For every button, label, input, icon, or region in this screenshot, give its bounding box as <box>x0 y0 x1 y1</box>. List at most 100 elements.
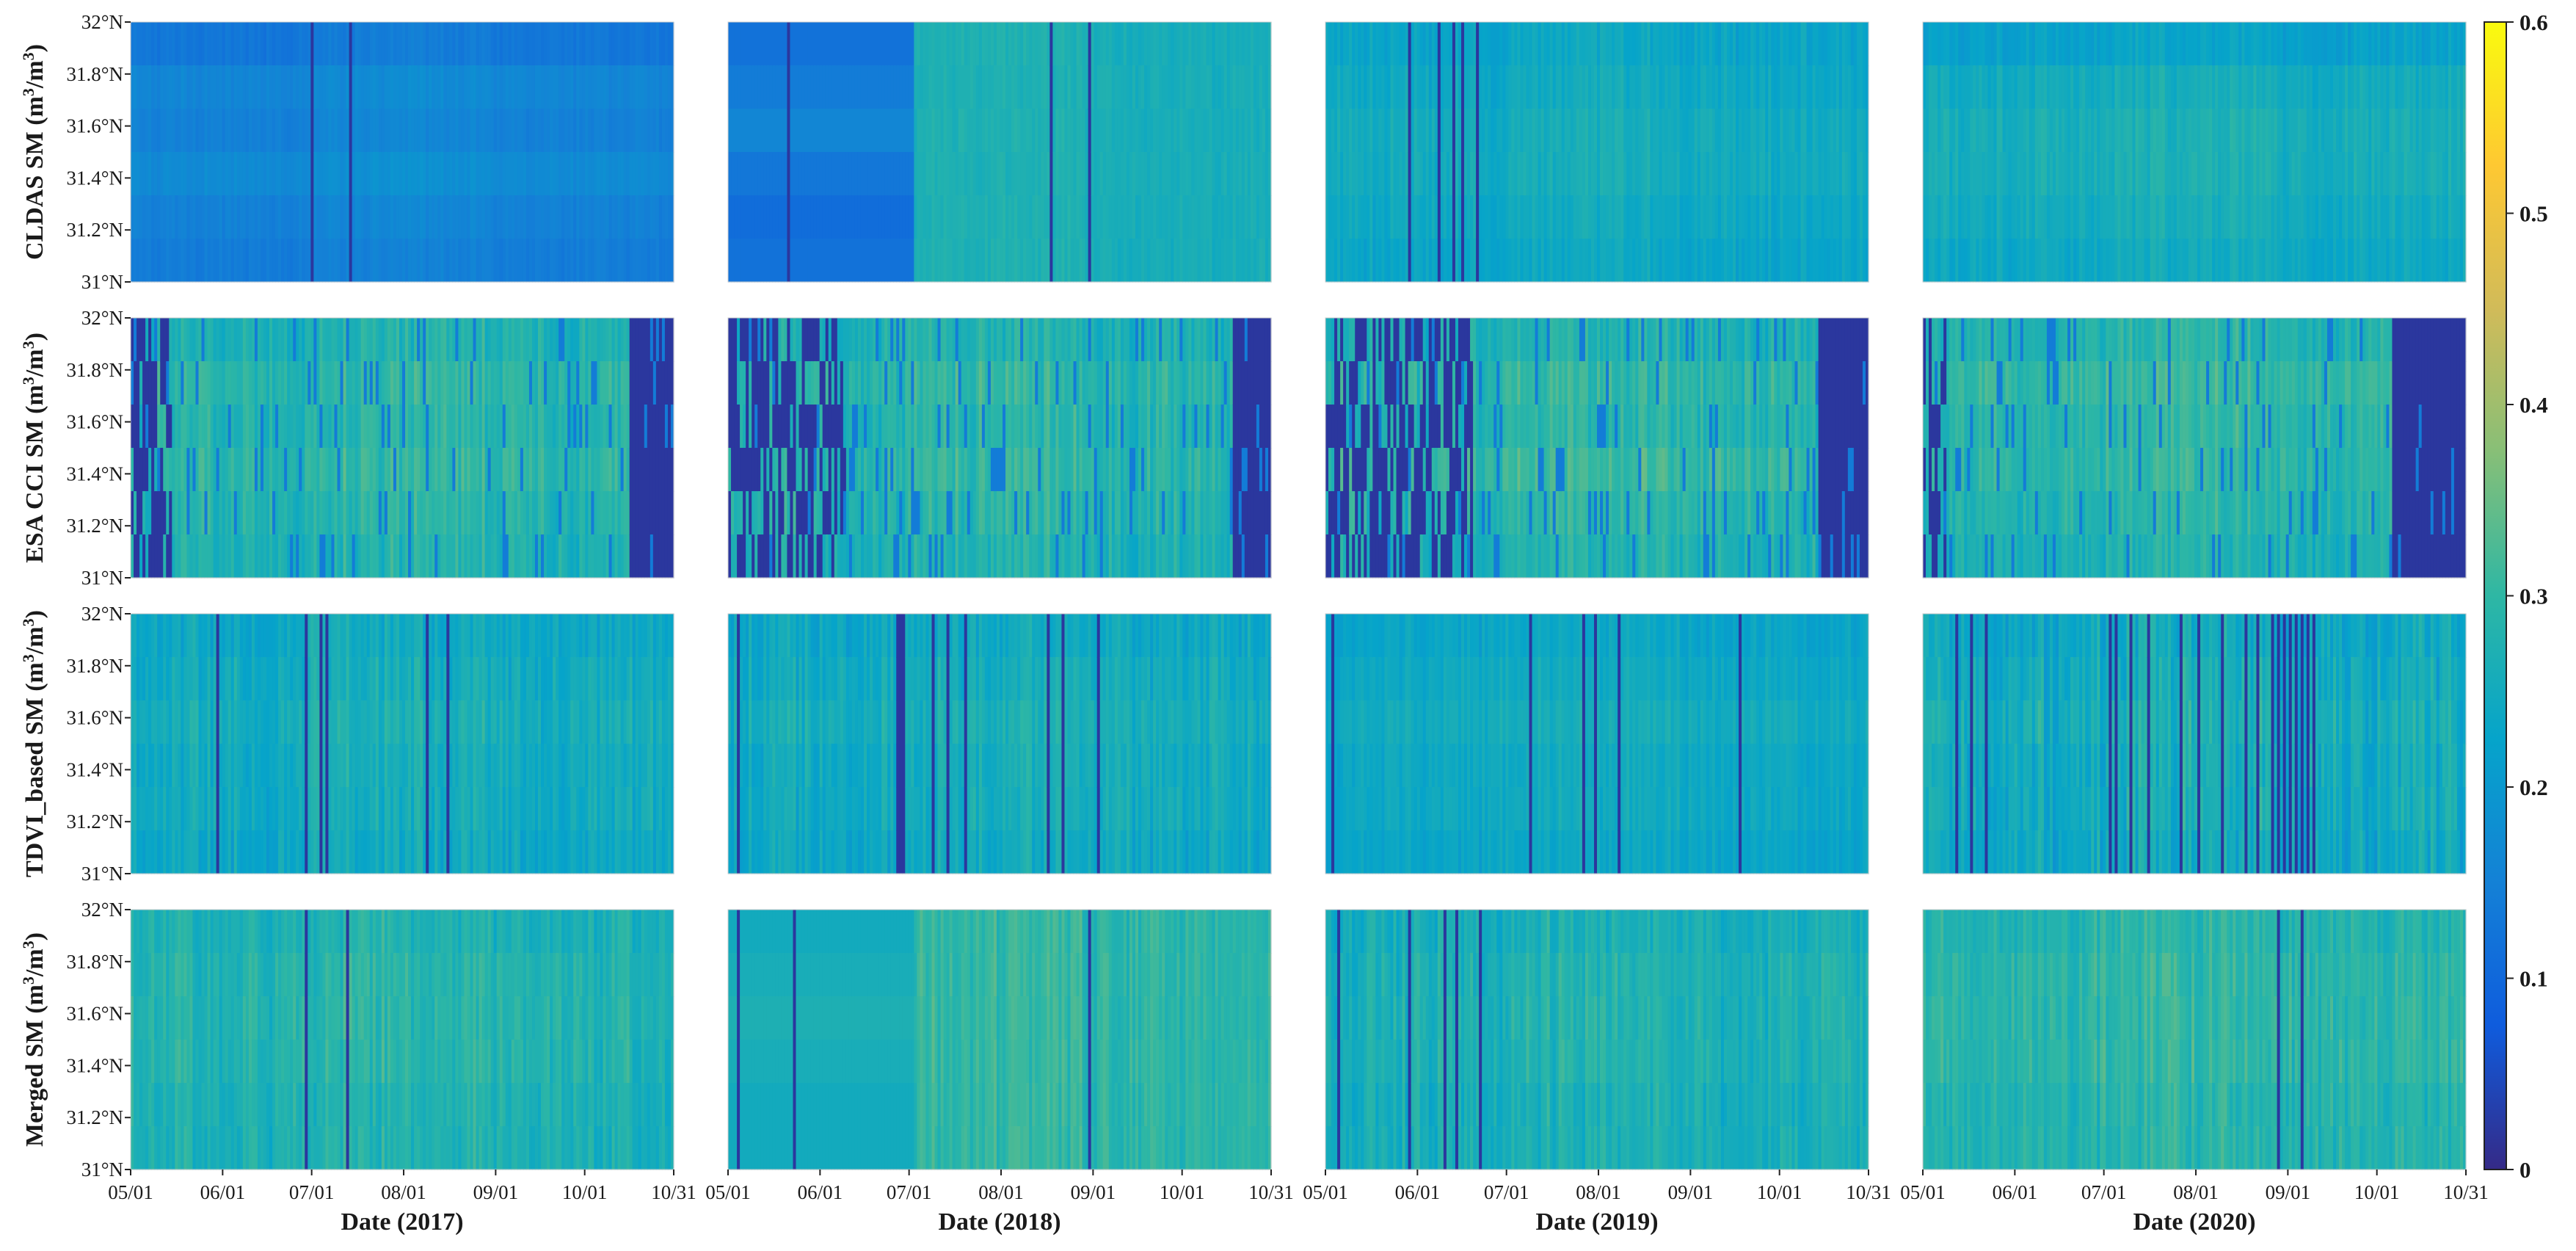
heat-cell <box>1253 109 1257 153</box>
heat-cell <box>2182 65 2186 109</box>
heat-cell <box>664 65 669 109</box>
heat-cell <box>2371 195 2375 239</box>
heat-cell <box>476 239 480 283</box>
heat-cell <box>1340 22 1344 66</box>
heat-cell <box>278 448 282 492</box>
heat-cell <box>984 195 989 239</box>
heat-cell <box>458 152 462 196</box>
heat-cell <box>893 239 897 283</box>
heat-cell <box>949 195 953 239</box>
heat-cell <box>559 195 562 239</box>
heat-cell <box>302 195 305 239</box>
heat-cell <box>2215 109 2219 153</box>
heat-cell <box>2285 239 2290 283</box>
heat-cell <box>591 239 595 283</box>
heat-cell <box>195 491 200 535</box>
heat-cell <box>1262 109 1266 153</box>
heat-cell <box>2345 65 2348 109</box>
heat-cell <box>2383 109 2387 153</box>
heat-cell <box>458 195 462 239</box>
heat-cell <box>1777 22 1780 66</box>
heat-cell <box>1126 239 1130 283</box>
heat-cell <box>1443 152 1447 196</box>
heat-cell <box>1955 22 1959 66</box>
heat-cell <box>870 239 873 283</box>
heat-cell <box>2158 22 2163 66</box>
heat-cell <box>375 109 379 153</box>
heat-cell <box>2330 22 2334 66</box>
heat-cell <box>534 239 539 283</box>
heat-cell <box>467 109 471 153</box>
heat-cell <box>396 448 400 492</box>
heat-cell <box>172 109 175 153</box>
heat-cell <box>1714 195 1719 239</box>
heat-cell <box>1105 22 1110 66</box>
heat-cell <box>1955 109 1959 153</box>
heat-cell <box>207 405 211 449</box>
heat-cell <box>1094 152 1098 196</box>
heat-cell <box>905 109 909 153</box>
heat-cell <box>1555 109 1560 153</box>
heat-cell <box>346 109 350 153</box>
heat-cell <box>2395 109 2399 153</box>
heat-cell <box>2088 239 2092 283</box>
heat-cell <box>1579 152 1583 196</box>
heat-cell <box>1759 195 1763 239</box>
heat-cell <box>2203 65 2207 109</box>
heat-cell <box>1138 239 1142 283</box>
heat-cell <box>845 152 850 196</box>
heat-cell <box>670 195 674 239</box>
heat-cell <box>1653 239 1657 283</box>
heat-cell <box>1803 22 1808 66</box>
heat-cell <box>2401 22 2405 66</box>
heat-cell <box>1540 109 1545 153</box>
heat-cell <box>2176 195 2180 239</box>
heat-cell <box>508 65 512 109</box>
heat-cell <box>248 318 252 362</box>
heat-cell <box>1993 22 1998 66</box>
heat-cell <box>1241 239 1245 283</box>
heat-cell <box>499 239 503 283</box>
heat-cell <box>254 109 258 153</box>
heat-cell <box>2117 109 2122 153</box>
heat-cell <box>2326 152 2331 196</box>
heat-cell <box>2342 109 2346 153</box>
heat-cell <box>1797 65 1802 109</box>
heat-cell <box>925 152 930 196</box>
heat-cell <box>151 405 155 449</box>
heat-cell <box>396 534 400 579</box>
heat-cell <box>334 195 338 239</box>
heat-cell <box>603 195 607 239</box>
heat-cell <box>230 109 235 153</box>
heat-cell <box>1697 152 1701 196</box>
heat-cell <box>1085 152 1089 196</box>
heat-cell <box>248 405 252 449</box>
heat-cell <box>308 491 311 535</box>
heat-cell <box>275 22 279 66</box>
heat-cell <box>384 491 388 535</box>
heat-cell <box>160 152 164 196</box>
heat-cell <box>434 65 438 109</box>
heat-cell <box>1449 65 1453 109</box>
heat-cell <box>1756 109 1760 153</box>
heat-cell <box>157 109 161 153</box>
heat-cell <box>455 152 459 196</box>
heat-cell <box>937 152 942 196</box>
heat-cell <box>2138 65 2142 109</box>
heat-cell <box>369 405 374 449</box>
heat-cell <box>319 239 324 283</box>
heat-cell <box>825 195 829 239</box>
heat-cell <box>2073 22 2077 66</box>
heat-cell <box>340 239 344 283</box>
heat-cell <box>2203 152 2207 196</box>
heat-cell <box>1052 109 1057 153</box>
heat-cell <box>461 109 465 153</box>
heat-cell <box>2389 152 2393 196</box>
heat-cell <box>402 22 406 66</box>
heat-cell <box>848 195 853 239</box>
heat-cell <box>804 195 809 239</box>
heat-cell <box>1076 239 1080 283</box>
heat-cell <box>325 318 330 362</box>
heat-cell <box>754 239 758 283</box>
heat-cell <box>1926 239 1929 283</box>
